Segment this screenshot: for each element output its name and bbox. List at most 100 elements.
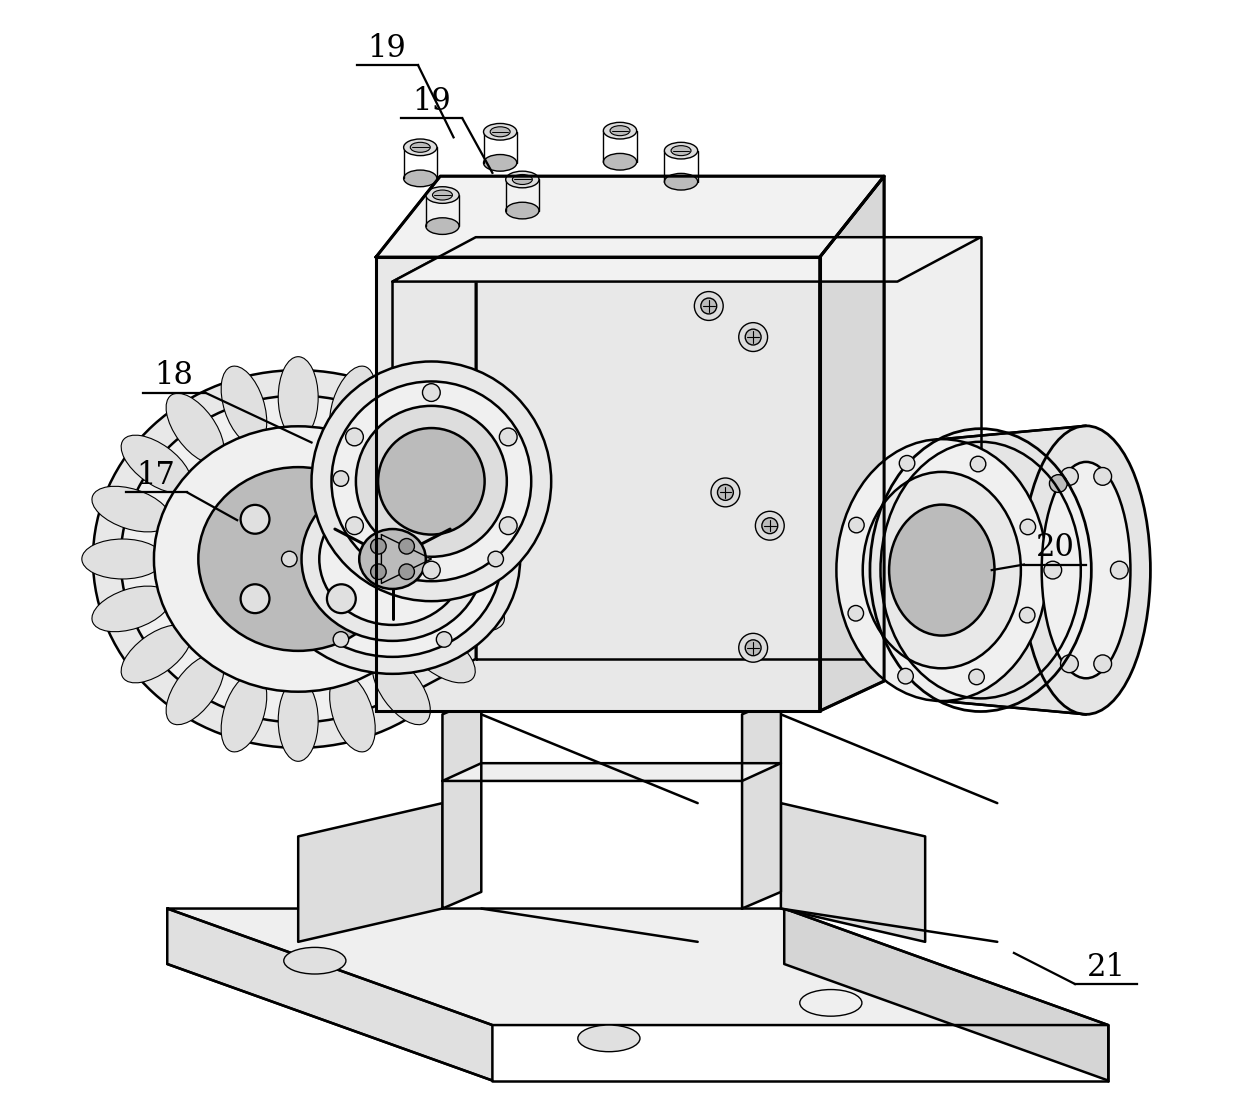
Ellipse shape [120, 396, 476, 722]
Polygon shape [298, 803, 443, 941]
Ellipse shape [372, 654, 430, 724]
Ellipse shape [506, 202, 539, 219]
Ellipse shape [330, 673, 376, 752]
Polygon shape [781, 803, 925, 941]
Ellipse shape [331, 381, 531, 581]
Text: 20: 20 [1035, 532, 1074, 563]
Circle shape [399, 539, 414, 555]
Ellipse shape [166, 394, 224, 464]
Circle shape [739, 323, 768, 351]
Circle shape [739, 634, 768, 662]
Ellipse shape [372, 394, 430, 464]
Ellipse shape [512, 174, 532, 184]
Circle shape [694, 292, 723, 321]
Ellipse shape [800, 989, 862, 1016]
Circle shape [1060, 467, 1079, 485]
Ellipse shape [319, 493, 466, 625]
Ellipse shape [665, 173, 698, 190]
Ellipse shape [410, 142, 430, 152]
Circle shape [371, 539, 386, 555]
Circle shape [848, 518, 864, 533]
Polygon shape [784, 909, 1109, 1080]
Circle shape [436, 471, 451, 486]
Ellipse shape [221, 673, 267, 752]
Ellipse shape [311, 361, 552, 601]
Ellipse shape [484, 123, 517, 140]
Circle shape [1060, 655, 1079, 673]
Ellipse shape [265, 444, 520, 674]
Circle shape [755, 511, 784, 540]
Circle shape [848, 606, 863, 620]
Ellipse shape [301, 477, 484, 641]
Circle shape [968, 670, 985, 684]
Ellipse shape [82, 539, 164, 579]
Ellipse shape [154, 426, 443, 692]
Polygon shape [393, 237, 476, 703]
Ellipse shape [433, 190, 453, 200]
Circle shape [241, 585, 269, 613]
Ellipse shape [578, 1025, 640, 1052]
Polygon shape [382, 534, 432, 584]
Circle shape [1019, 607, 1035, 623]
Ellipse shape [665, 142, 698, 159]
Circle shape [970, 456, 986, 472]
Text: 19: 19 [412, 86, 450, 117]
Ellipse shape [93, 370, 503, 748]
Circle shape [241, 505, 269, 533]
Circle shape [1021, 519, 1035, 534]
Ellipse shape [425, 187, 459, 203]
Circle shape [898, 669, 914, 684]
Ellipse shape [284, 947, 346, 974]
Ellipse shape [360, 529, 425, 589]
Ellipse shape [506, 171, 539, 188]
Ellipse shape [403, 139, 436, 155]
Polygon shape [443, 764, 781, 781]
Ellipse shape [198, 467, 398, 651]
Circle shape [745, 639, 761, 656]
Ellipse shape [604, 122, 636, 139]
Ellipse shape [425, 486, 505, 532]
Circle shape [1111, 561, 1128, 579]
Ellipse shape [405, 625, 475, 683]
Ellipse shape [356, 406, 507, 557]
Circle shape [745, 329, 761, 345]
Ellipse shape [122, 435, 191, 493]
Ellipse shape [403, 170, 436, 187]
Ellipse shape [610, 125, 630, 135]
Circle shape [761, 518, 777, 533]
Ellipse shape [278, 357, 319, 438]
Circle shape [718, 484, 733, 501]
Circle shape [489, 551, 503, 567]
Ellipse shape [166, 654, 224, 724]
Circle shape [500, 428, 517, 446]
Text: 21: 21 [1086, 951, 1126, 983]
Text: 17: 17 [136, 461, 176, 491]
Polygon shape [376, 257, 820, 711]
Circle shape [423, 383, 440, 401]
Polygon shape [167, 909, 492, 1080]
Polygon shape [820, 177, 884, 711]
Ellipse shape [425, 218, 459, 235]
Ellipse shape [433, 539, 515, 579]
Circle shape [399, 563, 414, 579]
Polygon shape [942, 426, 1086, 714]
Circle shape [1044, 561, 1061, 579]
Ellipse shape [671, 145, 691, 155]
Ellipse shape [92, 486, 171, 532]
Circle shape [346, 517, 363, 534]
Ellipse shape [284, 461, 501, 657]
Circle shape [334, 471, 348, 486]
Text: 18: 18 [155, 360, 193, 391]
Polygon shape [376, 177, 884, 257]
Ellipse shape [92, 586, 171, 632]
Polygon shape [476, 237, 981, 659]
Ellipse shape [1042, 462, 1131, 679]
Circle shape [711, 479, 740, 506]
Circle shape [1094, 467, 1111, 485]
Ellipse shape [1022, 426, 1151, 714]
Circle shape [346, 428, 363, 446]
Ellipse shape [425, 586, 505, 632]
Circle shape [500, 517, 517, 534]
Circle shape [1049, 475, 1068, 492]
Polygon shape [393, 237, 981, 282]
